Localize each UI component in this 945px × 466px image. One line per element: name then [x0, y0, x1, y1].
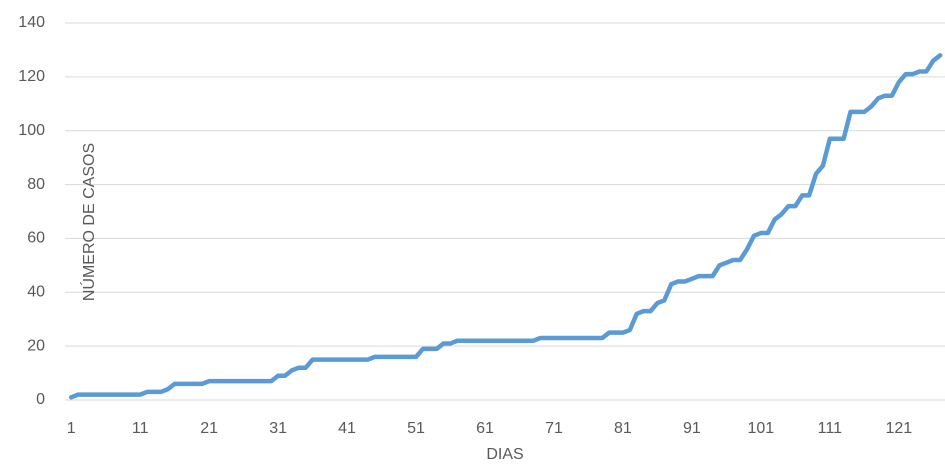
x-tick-label: 61 [476, 420, 494, 437]
x-tick-label: 81 [614, 420, 632, 437]
x-tick-label: 101 [748, 420, 775, 437]
x-tick-label: 121 [885, 420, 912, 437]
y-tick-label: 100 [18, 122, 45, 139]
x-tick-label: 41 [338, 420, 356, 437]
y-tick-label: 60 [27, 230, 45, 247]
y-tick-label: 0 [36, 391, 45, 408]
x-axis-label: DIAS [486, 446, 523, 463]
x-tick-label: 111 [818, 420, 842, 437]
x-tick-label: 91 [683, 420, 701, 437]
y-axis-label: NÚMERO DE CASOS [79, 143, 98, 301]
x-tick-label: 51 [407, 420, 425, 437]
y-tick-label: 120 [18, 68, 45, 85]
x-tick-label: 11 [132, 420, 149, 437]
x-tick-label: 71 [545, 420, 563, 437]
y-tick-label: 40 [27, 284, 45, 301]
data-line [68, 53, 943, 400]
x-tick-label: 21 [200, 420, 218, 437]
y-tick-label: 20 [27, 337, 45, 354]
x-tick-label: 31 [269, 420, 287, 437]
y-tick-label: 80 [27, 176, 45, 193]
x-tick-label: 1 [67, 420, 76, 437]
y-tick-label: 140 [18, 14, 45, 31]
